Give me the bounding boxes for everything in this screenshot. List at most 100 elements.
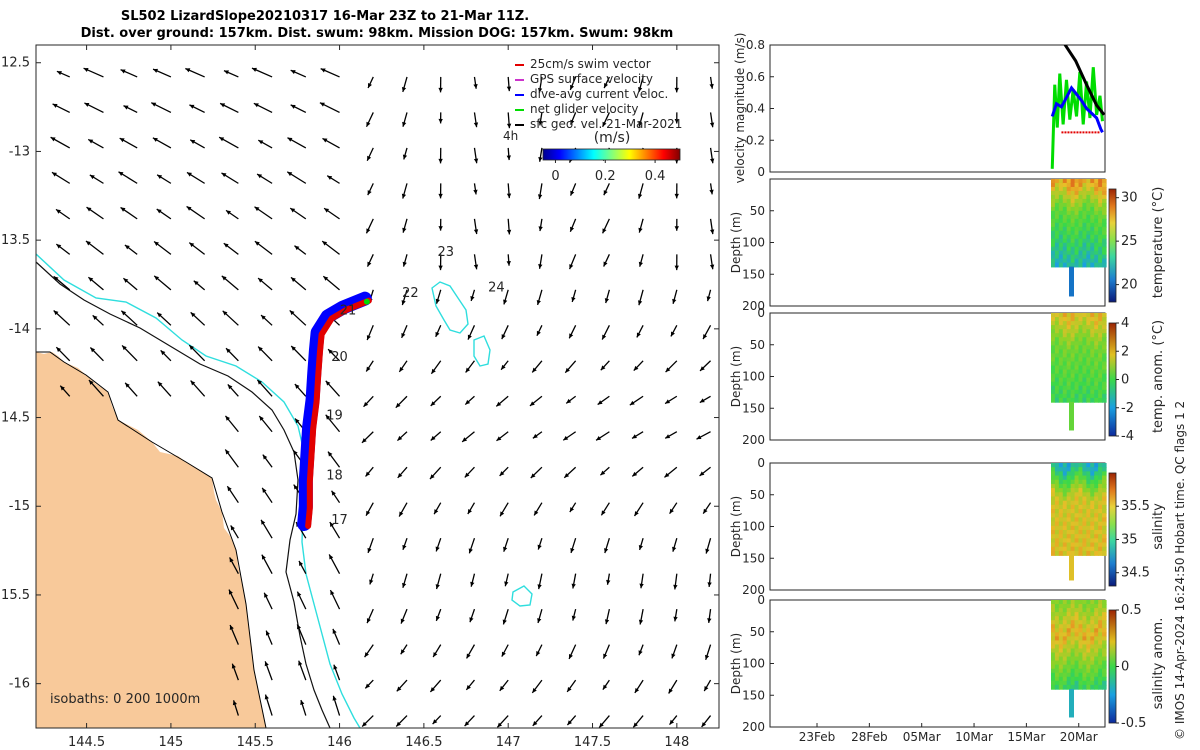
section-cell <box>1082 628 1087 634</box>
section-cell <box>1086 357 1091 363</box>
section-cell <box>1074 206 1080 212</box>
section-cell <box>1098 680 1103 686</box>
section-cell <box>1086 341 1091 347</box>
section-cell <box>1058 210 1064 216</box>
section-cell <box>1086 333 1091 339</box>
section-cell <box>1066 534 1072 540</box>
section-cell <box>1090 628 1095 634</box>
section-cell <box>1058 604 1064 609</box>
section-cell <box>1090 329 1095 335</box>
section-cell <box>1090 190 1095 196</box>
section-cell <box>1102 496 1107 502</box>
velocity-arrow <box>537 608 543 624</box>
velocity-arrow <box>85 240 104 255</box>
section-cell <box>1058 357 1064 363</box>
section-cell <box>1062 186 1068 192</box>
velocity-arrow <box>709 147 715 164</box>
section-cell <box>1090 389 1095 395</box>
section-cell <box>1102 246 1107 252</box>
velocity-arrow <box>264 661 273 681</box>
section-cell <box>1062 317 1068 322</box>
section-cell <box>1070 483 1076 489</box>
section-cell <box>1094 636 1099 642</box>
section-cell <box>1074 365 1080 371</box>
velocity-arrow <box>638 254 644 267</box>
section-cell <box>1074 600 1080 605</box>
velocity-arrow <box>503 289 509 305</box>
section-cell <box>1082 258 1087 264</box>
section-cell <box>1098 357 1103 363</box>
section-cell <box>1074 550 1080 556</box>
section-cell <box>1082 475 1087 481</box>
section-cell <box>1094 202 1099 208</box>
section-cell <box>1098 529 1103 535</box>
velocity-arrow <box>506 183 512 199</box>
section-cell <box>1054 680 1060 686</box>
section-cell <box>1074 656 1080 662</box>
velocity-arrow <box>570 112 577 125</box>
section-cell <box>1066 648 1072 654</box>
section-tail <box>1069 555 1074 581</box>
section-cell <box>1090 393 1095 399</box>
section-cell <box>1062 656 1068 662</box>
velocity-arrow <box>435 537 442 552</box>
section-cell <box>1082 656 1087 662</box>
section-cell <box>1066 329 1072 335</box>
velocity-arrow <box>365 502 374 517</box>
section-cell <box>1098 254 1103 260</box>
section-cell <box>1082 517 1087 523</box>
section-cell <box>1058 246 1064 252</box>
section-cell <box>1082 214 1087 220</box>
velocity-arrow <box>432 644 442 658</box>
velocity-arrow <box>532 431 543 439</box>
section-cell <box>1098 210 1103 216</box>
map-ytick-label: -16 <box>9 677 30 692</box>
section-cell <box>1074 230 1080 236</box>
velocity-arrow <box>396 431 408 442</box>
section-cell <box>1078 664 1084 670</box>
velocity-arrow <box>602 644 610 659</box>
velocity-arrow <box>262 454 273 468</box>
section-cell <box>1098 250 1103 256</box>
section-cell <box>1098 373 1103 379</box>
section-cell <box>1051 214 1056 220</box>
section-cell <box>1102 648 1107 654</box>
legend-entry: net glider velocity <box>530 102 638 116</box>
section-cell <box>1086 361 1091 367</box>
section-cell <box>1098 333 1103 339</box>
land-area <box>36 352 266 728</box>
section-cell <box>1051 632 1056 638</box>
section-cell <box>1086 521 1091 527</box>
section-cell <box>1058 660 1064 666</box>
section-cell <box>1058 214 1064 220</box>
section-cell <box>1102 620 1107 626</box>
section-cell <box>1054 500 1060 506</box>
section-cell <box>1094 521 1099 527</box>
section-cell <box>1098 608 1103 613</box>
section-cell <box>1102 632 1107 638</box>
section-cell <box>1102 636 1107 642</box>
section-cell <box>1054 463 1060 468</box>
section-cell <box>1062 680 1068 686</box>
velocity-arrow <box>261 487 273 504</box>
section-cell <box>1054 210 1060 216</box>
velocity-arrow <box>401 289 408 306</box>
velocity-arrow <box>638 609 644 625</box>
section-cell <box>1098 190 1103 196</box>
section-cell <box>1054 668 1060 674</box>
velocity-arrow <box>538 147 543 162</box>
section-cell <box>1086 492 1091 498</box>
section-cell <box>1090 202 1095 208</box>
section-cell <box>1054 624 1060 630</box>
velocity-arrow <box>563 466 577 479</box>
section-cell <box>1070 317 1076 322</box>
section-cell <box>1051 242 1056 248</box>
section-cell <box>1051 210 1056 216</box>
section-cell <box>1058 600 1064 605</box>
section-cell <box>1051 475 1056 481</box>
section-cell <box>1074 242 1080 248</box>
section-cell <box>1102 337 1107 343</box>
section-cell <box>1058 313 1064 318</box>
section-cell <box>1054 664 1060 670</box>
section-cell <box>1082 238 1087 244</box>
